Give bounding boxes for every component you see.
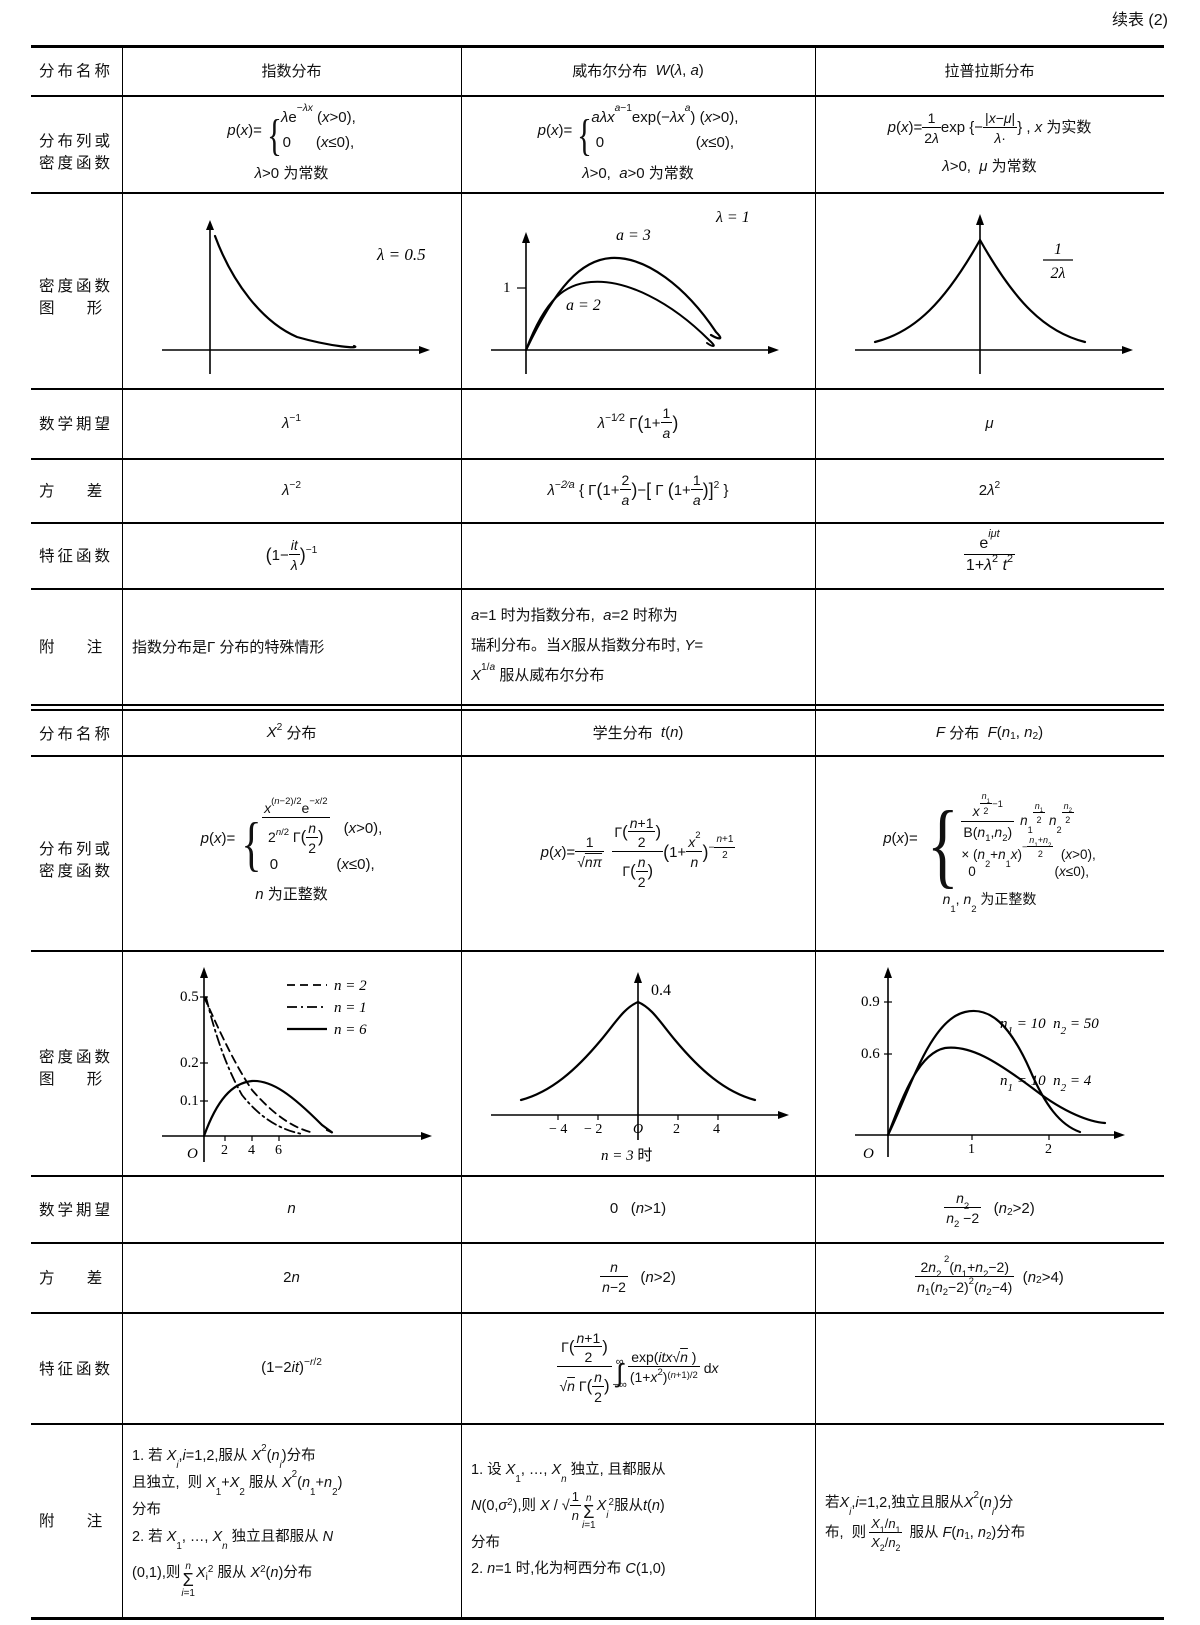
svg-text:n = 2: n = 2 (334, 978, 367, 994)
svg-text:0.6: 0.6 (861, 1046, 880, 1062)
svg-text:2λ: 2λ (1051, 265, 1066, 282)
svg-text:− 2: − 2 (584, 1122, 602, 1137)
svg-text:2: 2 (221, 1143, 228, 1158)
svg-text:4: 4 (248, 1143, 255, 1158)
svg-text:4: 4 (713, 1122, 720, 1137)
svg-text:λ = 0.5: λ = 0.5 (376, 245, 426, 264)
svg-text:0.4: 0.4 (651, 982, 671, 999)
svg-text:O: O (633, 1122, 643, 1137)
svg-text:1: 1 (1054, 241, 1062, 258)
svg-text:0.1: 0.1 (180, 1093, 199, 1109)
svg-text:6: 6 (275, 1143, 282, 1158)
svg-text:− 4: − 4 (549, 1122, 567, 1137)
svg-text:0.5: 0.5 (180, 989, 199, 1005)
svg-text:λ = 1: λ = 1 (715, 209, 750, 226)
svg-text:n1 = 10 n2 = 50: n1 = 10 n2 = 50 (1000, 1016, 1099, 1037)
svg-text:n = 3 时: n = 3 时 (601, 1147, 652, 1164)
svg-text:a = 2: a = 2 (566, 297, 601, 314)
svg-text:0.2: 0.2 (180, 1055, 199, 1071)
svg-text:O: O (187, 1146, 198, 1162)
svg-text:n1 = 10 n2 = 4: n1 = 10 n2 = 4 (1000, 1073, 1092, 1094)
svg-text:0.9: 0.9 (861, 994, 880, 1010)
svg-text:n = 1: n = 1 (334, 1000, 367, 1016)
svg-text:2: 2 (1045, 1142, 1052, 1157)
svg-text:O: O (863, 1146, 874, 1162)
svg-text:n = 6: n = 6 (334, 1022, 367, 1038)
svg-text:1: 1 (503, 280, 511, 296)
svg-text:a = 3: a = 3 (616, 227, 651, 244)
svg-text:1: 1 (968, 1142, 975, 1157)
svg-text:2: 2 (673, 1122, 680, 1137)
